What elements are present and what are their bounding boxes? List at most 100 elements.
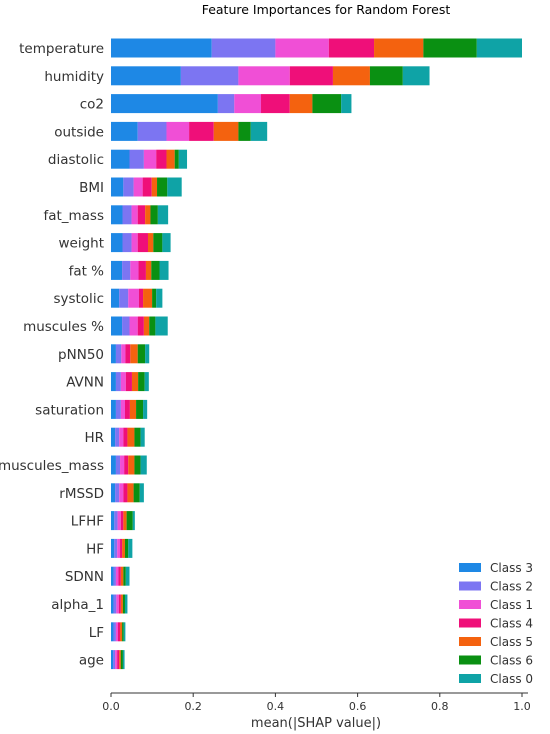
x-tick-label: 0.2	[184, 700, 202, 713]
bar-segment	[115, 650, 118, 670]
bar-segment	[289, 66, 333, 86]
bar-segment	[113, 650, 116, 670]
bar-segment	[111, 66, 181, 86]
y-tick-label: LFHF	[71, 514, 104, 530]
bar-segment	[120, 538, 123, 558]
bar-segment	[167, 177, 182, 197]
bar-segment	[113, 622, 116, 642]
bar-segment	[156, 288, 163, 308]
y-tick-label: rMSSD	[59, 486, 104, 502]
y-tick-label: fat %	[69, 263, 105, 279]
legend-swatch	[459, 581, 481, 591]
y-tick-label: BMI	[79, 180, 104, 196]
bar-segment	[125, 344, 131, 364]
bar-segment	[111, 538, 115, 558]
bar-segment	[120, 511, 124, 531]
x-axis-label: mean(|SHAP value|)	[251, 716, 381, 731]
bar-segment	[289, 94, 313, 114]
bar-segment	[157, 205, 169, 225]
bar-segment	[113, 566, 116, 586]
bar-segment	[117, 511, 121, 531]
bar-segment	[122, 233, 132, 253]
bar-segment	[143, 288, 153, 308]
bar-segment	[122, 622, 124, 642]
bars-group	[111, 38, 522, 670]
bar-segment	[115, 372, 121, 392]
bar-segment	[117, 538, 121, 558]
bar-segment	[217, 94, 235, 114]
bar-segment	[134, 427, 141, 447]
bar-segment	[119, 427, 124, 447]
bar-segment	[124, 455, 129, 475]
legend-swatch	[459, 600, 481, 609]
bar-segment	[369, 66, 403, 86]
bar-segment	[114, 538, 118, 558]
bar-segment	[123, 566, 126, 586]
y-tick-label: muscules_mass	[0, 458, 104, 474]
bar-segment	[137, 205, 146, 225]
bar-segment	[120, 372, 126, 392]
bar-segment	[128, 455, 135, 475]
bar-segment	[111, 233, 123, 253]
bar-segment	[476, 38, 522, 58]
bar-segment	[117, 622, 121, 642]
x-tick-label: 1.0	[513, 700, 531, 713]
legend-swatch	[459, 655, 481, 665]
bar-segment	[132, 511, 135, 531]
bar-segment	[138, 288, 144, 308]
legend-label: Class 4	[490, 617, 533, 631]
bar-segment	[234, 94, 262, 114]
bar-segment	[126, 511, 133, 531]
bar-segment	[178, 149, 188, 169]
bar-segment	[111, 149, 130, 169]
bar-segment	[423, 38, 477, 58]
legend-label: Class 1	[490, 598, 533, 612]
legend-label: Class 0	[490, 672, 533, 686]
y-tick-label: co2	[80, 97, 104, 113]
bar-segment	[115, 399, 121, 419]
bar-segment	[124, 538, 129, 558]
bar-segment	[147, 233, 154, 253]
y-tick-label: SDNN	[65, 569, 104, 585]
bar-segment	[140, 427, 145, 447]
bar-segment	[123, 511, 127, 531]
bar-segment	[128, 538, 133, 558]
bar-segment	[136, 399, 144, 419]
legend-label: Class 6	[490, 654, 533, 668]
bar-segment	[119, 650, 121, 670]
bar-segment	[125, 566, 130, 586]
bar-segment	[119, 483, 124, 503]
bar-segment	[156, 149, 167, 169]
bar-segment	[153, 233, 163, 253]
bar-segment	[174, 149, 179, 169]
bar-segment	[145, 205, 151, 225]
bar-segment	[250, 121, 268, 141]
bar-segment	[238, 121, 251, 141]
x-tick-label: 0.0	[102, 700, 120, 713]
y-tick-label: humidity	[44, 69, 104, 85]
bar-segment	[131, 205, 138, 225]
bar-segment	[145, 344, 150, 364]
bar-segment	[130, 344, 138, 364]
bar-segment	[116, 594, 119, 614]
bar-segment	[111, 372, 116, 392]
bar-segment	[140, 455, 147, 475]
bar-segment	[128, 288, 139, 308]
bar-segment	[111, 511, 115, 531]
bar-segment	[150, 205, 158, 225]
bar-segment	[115, 483, 120, 503]
bar-segment	[115, 566, 119, 586]
bar-segment	[120, 622, 123, 642]
y-tick-label: pNN50	[58, 347, 104, 363]
bar-segment	[142, 177, 152, 197]
bar-segment	[122, 316, 130, 336]
bar-segment	[152, 288, 157, 308]
bar-segment	[111, 316, 123, 336]
bar-segment	[145, 260, 152, 280]
bar-segment	[129, 316, 138, 336]
bar-segment	[125, 372, 132, 392]
bar-segment	[123, 427, 128, 447]
bar-segment	[111, 399, 116, 419]
bar-segment	[166, 121, 190, 141]
